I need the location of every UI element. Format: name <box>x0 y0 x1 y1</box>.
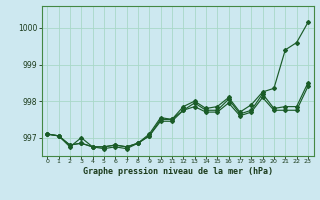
X-axis label: Graphe pression niveau de la mer (hPa): Graphe pression niveau de la mer (hPa) <box>83 167 273 176</box>
